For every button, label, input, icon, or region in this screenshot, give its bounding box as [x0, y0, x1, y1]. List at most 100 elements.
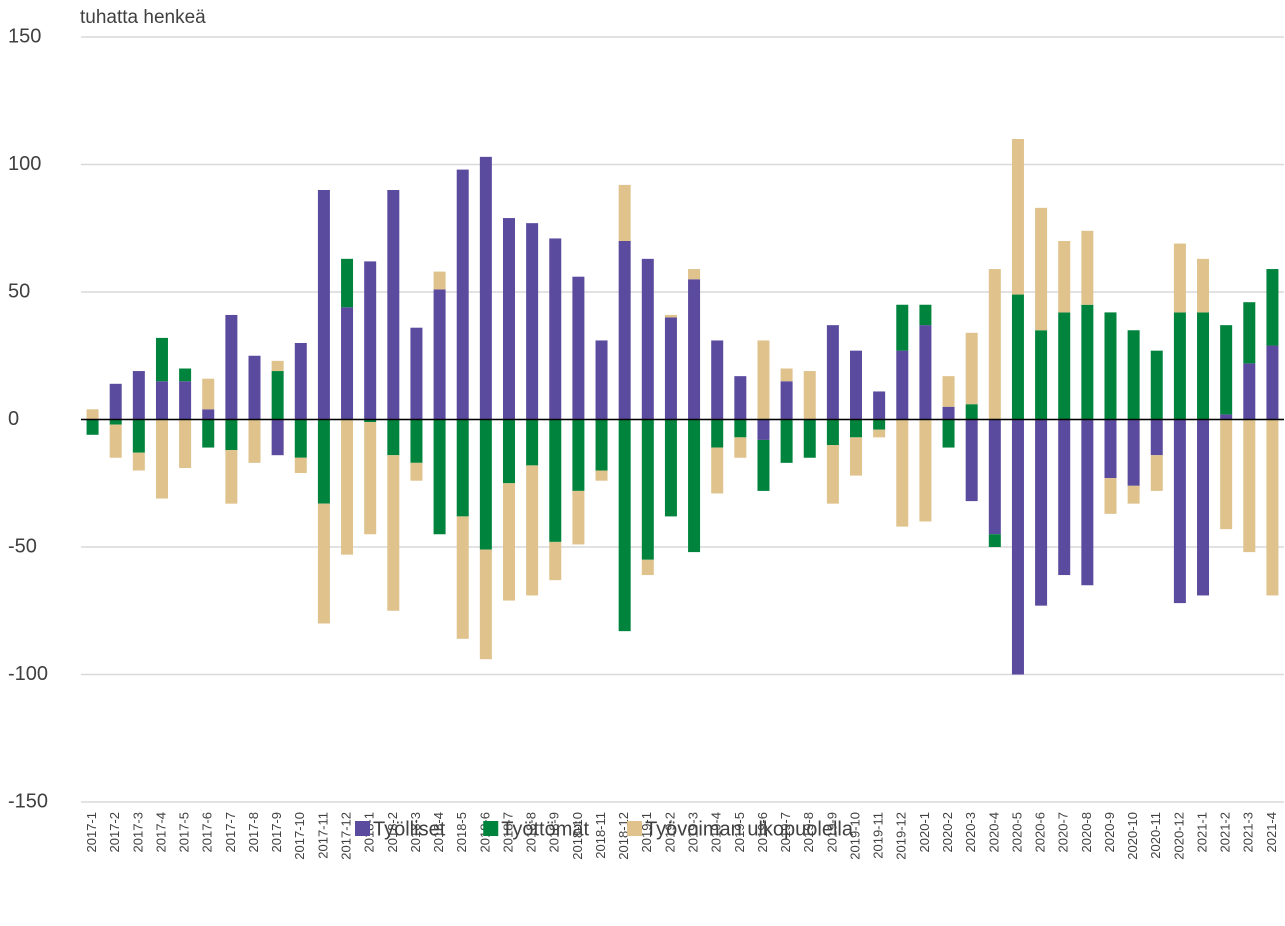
bar-segment: [456, 169, 469, 420]
bar-segment: [155, 381, 168, 420]
bar-segment: [1150, 350, 1163, 420]
y-tick-label: 150: [8, 25, 41, 47]
x-tick-label: 2018-8: [524, 812, 539, 852]
x-tick-label: 2020-5: [1009, 812, 1024, 852]
bar-segment: [595, 470, 608, 481]
x-tick-label: 2017-3: [130, 812, 145, 852]
bar-segment: [896, 419, 909, 527]
bar-segment: [1266, 345, 1279, 420]
bar-segment: [526, 419, 539, 466]
bar-segment: [364, 422, 377, 535]
bar-segment: [526, 465, 539, 596]
x-tick-label: 2017-7: [223, 812, 238, 852]
bar-segment: [387, 190, 400, 420]
x-tick-label: 2017-1: [84, 812, 99, 852]
bar-segment: [1035, 330, 1048, 420]
bar-segment: [1243, 363, 1256, 420]
x-tick-label: 2019-9: [824, 812, 839, 852]
bar-segment: [109, 419, 122, 425]
x-tick-label: 2021-3: [1241, 812, 1256, 852]
bar-segment: [942, 406, 955, 420]
bar-segment: [711, 447, 724, 494]
x-tick-label: 2019-6: [755, 812, 770, 852]
bar-segment: [711, 340, 724, 420]
bar-segment: [410, 327, 423, 420]
bar-segment: [317, 190, 330, 420]
bar-segment: [202, 419, 215, 448]
bar-segment: [1058, 241, 1071, 313]
bar-segment: [896, 304, 909, 351]
bar-segment: [780, 419, 793, 463]
bar-segment: [850, 350, 863, 420]
x-tick-label: 2020-8: [1079, 812, 1094, 852]
bar-segment: [479, 156, 492, 420]
bar-segment: [1104, 478, 1117, 514]
bar-segment: [873, 429, 886, 438]
x-tick-label: 2018-3: [408, 812, 423, 852]
bar-segment: [294, 343, 307, 420]
bar-segment: [1197, 312, 1210, 420]
x-tick-label: 2020-10: [1125, 812, 1140, 860]
bar-segment: [780, 368, 793, 382]
bar-segment: [734, 437, 747, 458]
bar-segment: [919, 304, 932, 326]
bar-segment: [873, 391, 886, 420]
bar-segment: [502, 218, 515, 420]
x-tick-label: 2020-11: [1148, 812, 1163, 859]
y-tick-label: 50: [8, 280, 30, 302]
bar-segment: [155, 337, 168, 382]
bar-segment: [803, 419, 816, 458]
bar-segment: [1266, 419, 1279, 596]
bar-segment: [132, 371, 145, 420]
bar-segment: [1243, 419, 1256, 553]
bar-segment: [1197, 258, 1210, 313]
x-tick-label: 2020-6: [1033, 812, 1048, 852]
bar-segment: [1150, 455, 1163, 491]
bar-segment: [1104, 312, 1117, 420]
legend-label: Työttömät: [501, 818, 589, 840]
bar-segment: [225, 450, 238, 504]
bar-segment: [942, 419, 955, 448]
bar-segment: [433, 271, 446, 290]
bar-segment: [826, 419, 839, 445]
bar-segment: [1035, 419, 1048, 606]
x-tick-label: 2019-10: [847, 812, 862, 860]
bar-segment: [641, 258, 654, 420]
bar-segment: [1081, 304, 1094, 420]
y-tick-label: -150: [8, 790, 48, 812]
bar-segment: [225, 314, 238, 420]
x-tick-label: 2019-2: [662, 812, 677, 852]
x-tick-label: 2021-2: [1218, 812, 1233, 852]
bar-segment: [294, 419, 307, 458]
bar-segment: [387, 455, 400, 611]
x-tick-label: 2018-7: [500, 812, 515, 852]
bar-segment: [1035, 207, 1048, 331]
x-tick-label: 2020-12: [1171, 812, 1186, 860]
legend-swatch: [483, 821, 499, 836]
bar-segment: [757, 340, 770, 420]
bar-segment: [433, 289, 446, 420]
bar-segment: [688, 419, 701, 553]
bar-segment: [1197, 419, 1210, 596]
bar-segment: [341, 419, 354, 555]
bar-segment: [549, 541, 562, 581]
bar-segment: [803, 371, 816, 420]
bar-segment: [456, 516, 469, 639]
bar-segment: [1058, 312, 1071, 420]
bar-segment: [826, 445, 839, 504]
bar-segment: [850, 437, 863, 476]
bar-segment: [595, 340, 608, 420]
bar-segment: [873, 419, 886, 430]
bar-segment: [317, 503, 330, 624]
bar-segment: [1127, 419, 1140, 486]
bar-segment: [965, 419, 978, 502]
x-tick-label: 2019-8: [801, 812, 816, 852]
bar-segment: [1081, 230, 1094, 305]
bar-segment: [132, 452, 145, 471]
bar-segment: [479, 549, 492, 660]
bar-segment: [641, 559, 654, 576]
bar-segment: [86, 409, 99, 420]
bar-segment: [688, 269, 701, 280]
bar-segment: [410, 419, 423, 463]
